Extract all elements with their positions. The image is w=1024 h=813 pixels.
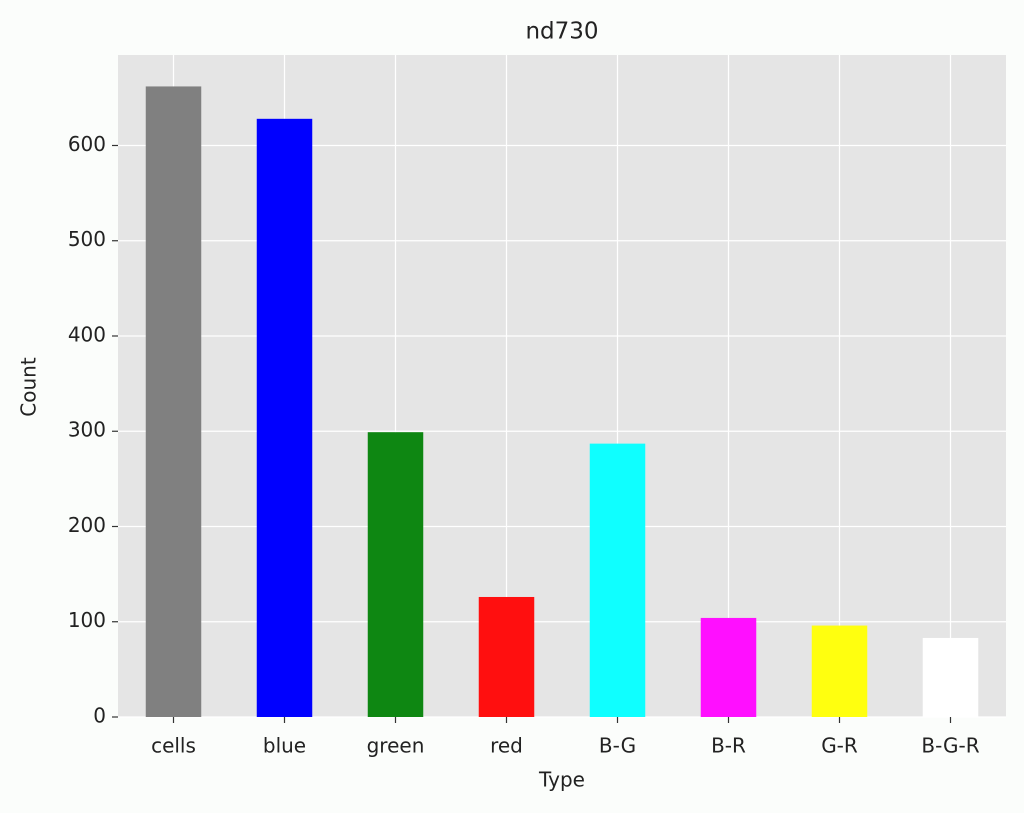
bar [145,86,202,717]
bar [478,596,535,717]
y-tick-label: 500 [68,227,106,251]
y-axis-label: Count [17,357,41,417]
y-tick-label: 400 [68,322,106,346]
bar [811,625,868,717]
bar [700,617,757,717]
x-tick-label: B-G-R [921,734,979,758]
x-tick-label: blue [263,734,306,758]
x-tick-label: red [490,734,523,758]
x-tick-label: cells [151,734,196,758]
x-axis-label: Type [538,768,585,792]
y-tick-label: 600 [68,132,106,156]
bar [922,637,979,717]
x-tick-label: B-R [711,734,746,758]
y-tick-label: 300 [68,418,106,442]
y-tick-label: 100 [68,608,106,632]
x-tick-label: green [367,734,425,758]
bar [256,118,313,717]
bar [367,432,424,717]
y-tick-label: 200 [68,513,106,537]
chart-title: nd730 [525,19,598,45]
x-tick-label: B-G [599,734,636,758]
bar [589,443,646,717]
x-tick-label: G-R [821,734,858,758]
y-tick-label: 0 [93,704,106,728]
plot-area [118,55,1006,717]
